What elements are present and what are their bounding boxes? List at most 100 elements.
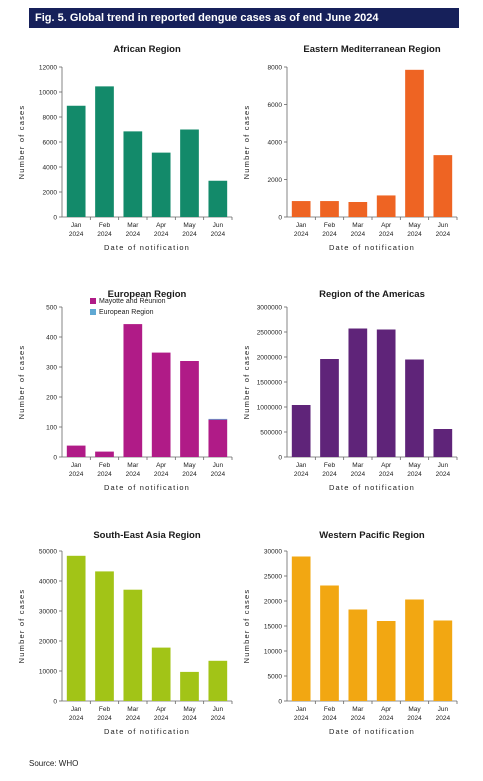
chart-2-y-tick-label: 4000: [268, 140, 283, 147]
chart-1-x-tick-label-month: Jan: [71, 222, 82, 229]
chart-5-bar: [151, 647, 171, 701]
figure-title: Fig. 5. Global trend in reported dengue …: [29, 8, 459, 28]
chart-4-x-tick-label-month: Mar: [352, 462, 364, 469]
chart-1-x-tick-label-year: 2024: [182, 231, 197, 238]
chart-3-y-tick-label: 400: [46, 335, 57, 342]
chart-3-x-tick-label-year: 2024: [97, 471, 112, 478]
chart-6-y-tick-label: 10000: [264, 649, 282, 656]
chart-2-y-tick-label: 6000: [268, 102, 283, 109]
chart-5-title: South-East Asia Region: [93, 530, 201, 541]
chart-5-x-tick-label-year: 2024: [211, 715, 226, 722]
chart-4-x-tick-label-year: 2024: [322, 471, 337, 478]
chart-1-y-tick-label: 0: [53, 215, 57, 222]
chart-5-x-tick-label-year: 2024: [182, 715, 197, 722]
chart-3-title: European Region: [108, 289, 187, 300]
chart-3-x-axis-label: Date of notification: [104, 483, 190, 492]
chart-5-x-tick-label-year: 2024: [97, 715, 112, 722]
chart-4-y-tick-label: 2500000: [257, 330, 283, 337]
chart-6-x-tick-label-month: Jun: [438, 706, 449, 713]
chart-6-bar: [291, 556, 311, 701]
chart-5-x-tick-label-year: 2024: [154, 715, 169, 722]
chart-3-y-tick-label: 500: [46, 305, 57, 312]
chart-6-y-tick-label: 25000: [264, 574, 282, 581]
chart-6-x-tick-label-year: 2024: [436, 715, 451, 722]
chart-4-bar: [320, 359, 339, 457]
chart-5-x-tick-label-month: Jun: [213, 706, 224, 713]
chart-5-x-tick-label-month: Jan: [71, 706, 82, 713]
chart-1-x-tick-label-year: 2024: [154, 231, 169, 238]
chart-5-x-tick-label-month: May: [183, 706, 196, 713]
chart-2-bar: [376, 195, 396, 217]
chart-2-bar: [291, 201, 311, 217]
chart-2-x-tick-label-year: 2024: [294, 231, 309, 238]
chart-2-x-tick-label-month: Jun: [438, 222, 449, 229]
chart-1-x-tick-label-year: 2024: [69, 231, 84, 238]
chart-3-y-tick-label: 100: [46, 425, 57, 432]
chart-6-x-tick-label-year: 2024: [351, 715, 366, 722]
chart-6-y-tick-label: 15000: [264, 624, 282, 631]
chart-4-x-tick-label-year: 2024: [294, 471, 309, 478]
chart-5-y-tick-label: 40000: [39, 579, 57, 586]
chart-6-y-axis-label: Number of cases: [242, 589, 251, 664]
chart-3-x-tick-label-month: Feb: [99, 462, 111, 469]
chart-2-x-tick-label-year: 2024: [351, 231, 366, 238]
chart-5-x-tick-label-month: Feb: [99, 706, 111, 713]
chart-3-y-axis-label: Number of cases: [17, 345, 26, 420]
chart-1-y-tick-label: 2000: [43, 190, 58, 197]
chart-6-x-tick-label-year: 2024: [322, 715, 337, 722]
chart-5-y-tick-label: 50000: [39, 549, 57, 556]
chart-3-x-tick-label-month: Jun: [213, 462, 224, 469]
chart-2-bar: [405, 69, 424, 217]
chart-5-y-axis-label: Number of cases: [17, 589, 26, 664]
chart-6-bar: [348, 609, 368, 701]
chart-6-y-tick-label: 5000: [268, 674, 283, 681]
chart-6-x-tick-label-month: Feb: [324, 706, 336, 713]
chart-2-x-tick-label-year: 2024: [407, 231, 422, 238]
chart-2-bar: [348, 202, 368, 217]
chart-2-x-tick-label-year: 2024: [379, 231, 394, 238]
chart-3-x-tick-label-year: 2024: [182, 471, 197, 478]
chart-4-bar: [291, 405, 311, 457]
chart-2-x-tick-label-month: Jan: [296, 222, 307, 229]
chart-3-bar-1: [123, 324, 143, 457]
chart-2-x-tick-label-month: Apr: [381, 222, 392, 229]
chart-2-title: Eastern Mediterranean Region: [303, 44, 440, 55]
chart-3-legend-swatch: [90, 309, 96, 315]
chart-1-x-tick-label-month: May: [183, 222, 196, 229]
chart-1-bar: [95, 86, 114, 217]
chart-3-bar-1: [66, 445, 86, 457]
chart-4-x-tick-label-year: 2024: [379, 471, 394, 478]
chart-6-y-tick-label: 30000: [264, 549, 282, 556]
chart-3-y-tick-label: 0: [53, 455, 57, 462]
chart-1-bar: [208, 180, 228, 217]
chart-4-y-tick-label: 1000000: [257, 405, 283, 412]
chart-4-y-tick-label: 3000000: [257, 305, 283, 312]
chart-6-bar: [320, 585, 339, 701]
chart-6-y-tick-label: 20000: [264, 599, 282, 606]
chart-4-x-tick-label-month: Jun: [438, 462, 449, 469]
chart-2-x-tick-label-month: Feb: [324, 222, 336, 229]
chart-6-x-tick-label-year: 2024: [407, 715, 422, 722]
chart-1-x-tick-label-year: 2024: [97, 231, 112, 238]
chart-2-y-tick-label: 8000: [268, 65, 283, 72]
chart-3-x-tick-label-month: May: [183, 462, 196, 469]
chart-1-y-tick-label: 8000: [43, 115, 58, 122]
chart-2-y-tick-label: 0: [278, 215, 282, 222]
chart-6-bar: [405, 599, 424, 701]
chart-1-x-tick-label-year: 2024: [211, 231, 226, 238]
chart-4-x-tick-label-month: May: [408, 462, 421, 469]
chart-4-bar: [405, 359, 424, 457]
chart-1-y-tick-label: 12000: [39, 65, 57, 72]
chart-5-y-tick-label: 30000: [39, 609, 57, 616]
chart-1-bar: [123, 131, 143, 217]
chart-3-bar-1: [208, 419, 228, 457]
chart-6-x-tick-label-month: May: [408, 706, 421, 713]
chart-3-y-tick-label: 200: [46, 395, 57, 402]
chart-1-title: African Region: [113, 44, 181, 55]
chart-3-y-tick-label: 300: [46, 365, 57, 372]
chart-3-x-tick-label-year: 2024: [126, 471, 141, 478]
chart-4-title: Region of the Americas: [319, 289, 425, 300]
chart-6-bar: [433, 620, 453, 701]
chart-1-y-axis-label: Number of cases: [17, 105, 26, 180]
